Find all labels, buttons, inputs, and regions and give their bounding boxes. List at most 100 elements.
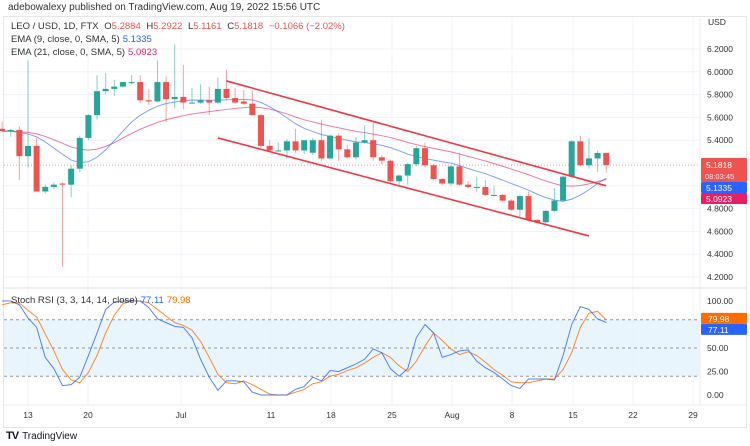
candle <box>33 137 40 192</box>
candle <box>335 133 342 161</box>
candle-body <box>430 165 437 179</box>
candle-body <box>413 148 420 165</box>
stoch-d-tag <box>701 312 747 324</box>
channel-trendline-lower <box>217 137 590 237</box>
candle-body <box>439 178 446 184</box>
high-label: H <box>146 21 154 32</box>
candle-body <box>516 196 523 210</box>
candle <box>197 84 204 104</box>
channel-trendline-upper <box>226 80 607 187</box>
stoch-k-value: 77.11 <box>140 295 164 306</box>
candle <box>25 60 31 168</box>
candle-body <box>594 152 601 159</box>
candle-body <box>491 194 498 196</box>
candle-body <box>352 142 359 158</box>
ema21-legend: EMA (21, close, 0, SMA, 5) 5.0923 <box>11 47 157 58</box>
low-value: 5.1161 <box>193 21 222 32</box>
stoch-legend: Stoch RSI (3, 3, 14, 14, close) 77.11 79.9… <box>11 295 191 306</box>
candle <box>542 209 549 224</box>
time-tick-label: Jul <box>176 410 187 420</box>
candle-body <box>33 145 40 192</box>
candle <box>585 137 592 169</box>
candle-body <box>577 141 584 166</box>
chart-frame <box>3 16 747 428</box>
ema21-tag-text: 5.0923 <box>706 194 732 204</box>
candle <box>50 182 57 190</box>
time-tick-label: 18 <box>326 410 336 420</box>
price-tick-label: 6.0000 <box>707 67 733 77</box>
candle <box>240 90 247 105</box>
time-tick-label: 15 <box>568 410 578 420</box>
brand-name: TradingView <box>22 430 78 442</box>
time-tick-label: 8 <box>510 410 515 420</box>
candle-body <box>180 96 187 103</box>
candle-body <box>499 194 506 201</box>
candle <box>85 113 92 141</box>
candle-body <box>508 200 515 210</box>
price-tick-label: 6.2000 <box>707 44 733 54</box>
candle <box>258 113 265 149</box>
candle <box>378 155 385 165</box>
candle-body <box>50 184 57 187</box>
candle-body <box>68 168 75 185</box>
candle <box>163 76 170 122</box>
candle-body <box>335 135 342 150</box>
candle <box>318 119 325 161</box>
price-tick-label: 4.6000 <box>707 226 733 236</box>
candle <box>188 87 195 104</box>
candle-body <box>0 128 6 132</box>
time-tick-label: 22 <box>628 410 638 420</box>
candle <box>568 140 575 178</box>
time-tick-label: Aug <box>444 410 459 420</box>
candle-body <box>344 149 351 158</box>
candle <box>309 137 316 156</box>
currency-label: USD <box>708 17 726 27</box>
stoch-d-value: 79.98 <box>166 295 191 306</box>
candle-body <box>456 166 463 185</box>
candle <box>145 88 152 105</box>
candle <box>482 180 489 197</box>
candle-body <box>404 164 411 176</box>
time-tick-label: 13 <box>23 410 33 420</box>
candle <box>352 136 359 160</box>
candle-body <box>76 137 83 169</box>
footer-brand[interactable]: TV TradingView <box>6 430 77 442</box>
candle-body <box>240 101 247 104</box>
candle <box>171 44 178 109</box>
candle-body <box>534 220 541 223</box>
candle-body <box>465 184 472 187</box>
close-label: C <box>227 21 235 32</box>
candle-body <box>214 88 221 103</box>
candle-body <box>603 152 610 166</box>
candle-body <box>387 160 394 182</box>
candle <box>0 121 6 132</box>
stoch-tick-label: 100.00 <box>707 296 733 306</box>
stoch-label: Stoch RSI (3, 3, 14, 14, close) <box>11 295 138 306</box>
candle <box>94 75 101 120</box>
candle-body <box>378 157 385 161</box>
candle-body <box>266 145 273 151</box>
countdown-text: 08:03:45 <box>705 172 734 181</box>
candle <box>102 72 109 95</box>
last-price-text: 5.1818 <box>706 160 732 170</box>
candle-body <box>206 100 213 103</box>
time-tick-label: 20 <box>83 410 93 420</box>
candle-body <box>7 129 14 132</box>
stoch-k-line <box>2 300 607 396</box>
candle-body <box>568 141 575 177</box>
low-label: L <box>187 21 194 32</box>
candle-body <box>197 100 204 103</box>
candle-body <box>171 96 178 100</box>
stoch-tick-label: 50.00 <box>707 343 729 353</box>
candle <box>301 140 308 154</box>
publish-info: adebowalexy published on TradingView.com… <box>8 2 321 13</box>
candle <box>421 142 428 168</box>
last-price-tag <box>701 158 747 182</box>
candle-body <box>525 196 532 220</box>
candle-body <box>94 91 101 116</box>
candle <box>59 182 66 267</box>
candle-body <box>145 100 152 102</box>
open-label: O <box>104 21 112 32</box>
change-value: −0.1066 (−2.02%) <box>268 21 345 32</box>
